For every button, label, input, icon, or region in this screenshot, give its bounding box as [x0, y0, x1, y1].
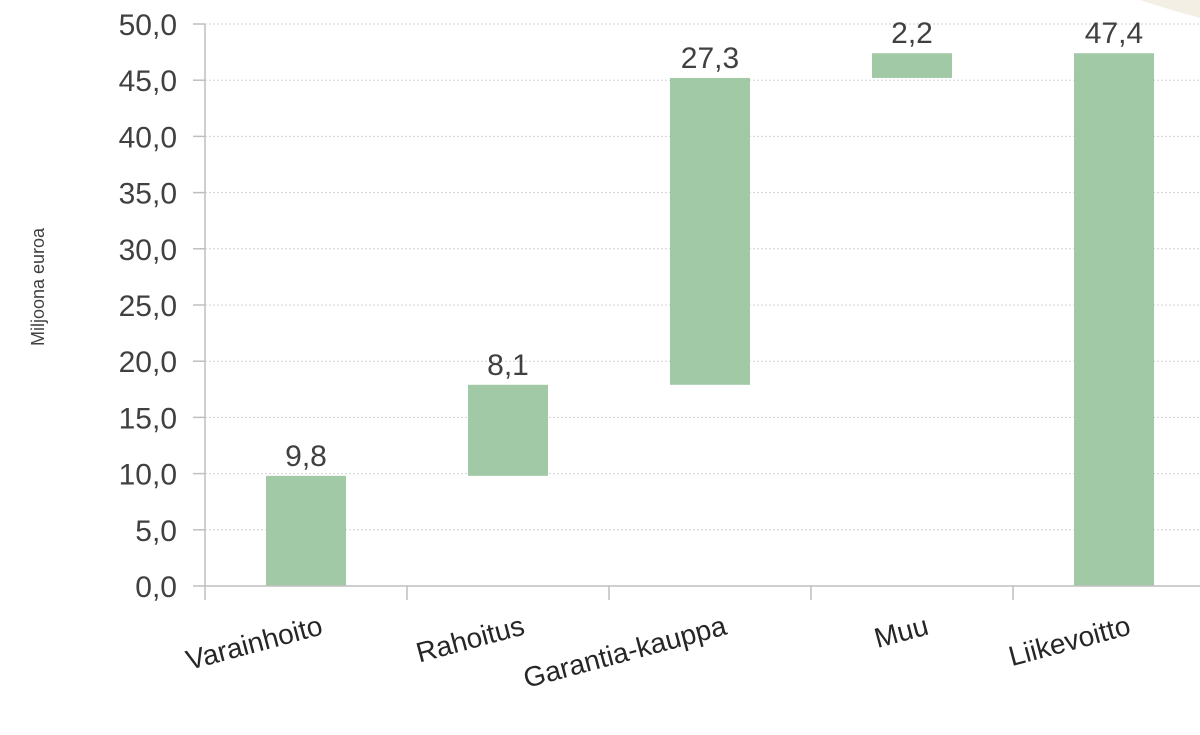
x-category-label: Garantia-kauppa — [520, 610, 730, 694]
data-label: 47,4 — [1085, 17, 1143, 50]
data-label: 8,1 — [487, 349, 529, 382]
y-tick-label: 45,0 — [119, 65, 177, 98]
data-label: 2,2 — [891, 17, 933, 50]
y-tick-label: 50,0 — [119, 9, 177, 42]
x-category-label: Liikevoitto — [1005, 610, 1133, 672]
bar — [670, 77, 750, 385]
y-tick-label: 30,0 — [119, 234, 177, 267]
axes — [193, 23, 1200, 600]
bar — [266, 475, 346, 586]
bar — [468, 384, 548, 476]
bars — [266, 53, 1154, 586]
y-tick-label: 10,0 — [119, 459, 177, 492]
data-label: 9,8 — [285, 440, 327, 473]
y-tick-label: 0,0 — [135, 571, 177, 604]
corner-decoration — [1140, 0, 1200, 18]
bar — [1074, 53, 1154, 586]
x-category-label: Varainhoito — [183, 610, 326, 676]
data-label: 27,3 — [681, 42, 739, 75]
x-category-label: Rahoitus — [413, 610, 528, 669]
labels: 0,0 5,0 10,0 15,0 20,0 25,0 30,0 35,0 40,0 45,0 50… — [119, 9, 1144, 694]
y-tick-label: 20,0 — [119, 346, 177, 379]
y-tick-label: 5,0 — [135, 515, 177, 548]
y-tick-label: 35,0 — [119, 178, 177, 211]
x-category-label: Muu — [871, 610, 932, 654]
y-tick-label: 40,0 — [119, 121, 177, 154]
y-tick-label: 15,0 — [119, 402, 177, 435]
y-tick-label: 25,0 — [119, 290, 177, 323]
y-axis-label: Miljoona euroa — [28, 227, 48, 346]
bar — [872, 53, 952, 78]
